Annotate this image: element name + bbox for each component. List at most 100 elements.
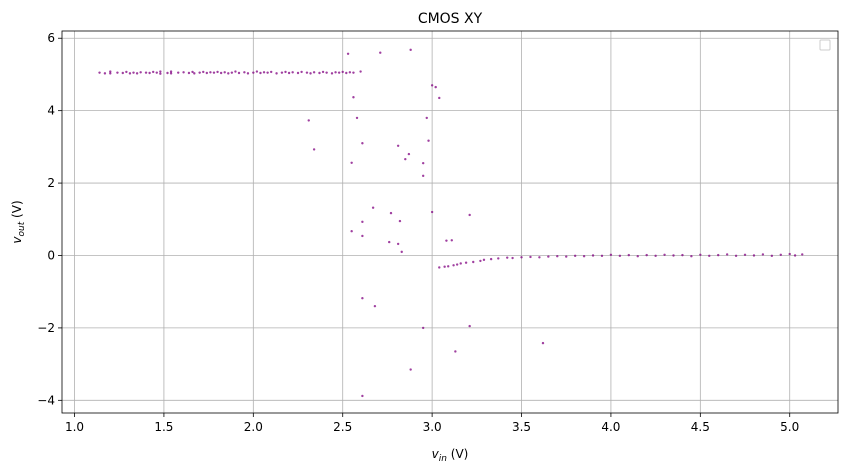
x-tick-label: 1.0: [65, 420, 84, 434]
data-point: [116, 71, 119, 74]
data-point: [219, 71, 223, 75]
y-tick-label: 0: [47, 248, 55, 262]
y-tick-label: 2: [47, 176, 55, 190]
data-point: [636, 255, 639, 258]
data-point: [690, 255, 693, 258]
data-point: [352, 96, 355, 99]
data-point: [230, 71, 234, 74]
x-tick-label: 2.5: [333, 420, 352, 434]
data-point: [352, 71, 355, 74]
data-point: [627, 253, 631, 257]
data-point: [404, 157, 407, 161]
data-point: [246, 72, 250, 75]
data-point: [212, 71, 216, 74]
x-tick-label: 5.0: [780, 420, 799, 434]
data-point: [307, 119, 310, 122]
data-point: [609, 253, 613, 256]
data-point: [663, 253, 666, 256]
x-axis-label: vin (V): [432, 447, 469, 464]
data-point: [445, 239, 448, 242]
data-point: [361, 234, 364, 238]
x-tick-label: 3.5: [512, 420, 531, 434]
data-point: [793, 254, 797, 257]
data-point: [438, 266, 441, 269]
data-point: [159, 72, 162, 75]
data-point: [305, 71, 309, 74]
x-tick-label: 2.0: [244, 420, 263, 434]
data-point: [155, 71, 158, 74]
data-point: [191, 70, 194, 74]
data-point: [284, 70, 287, 74]
y-axis-label-unit: (V): [10, 200, 24, 221]
data-point: [497, 257, 500, 260]
data-point: [350, 230, 353, 233]
data-point: [464, 261, 468, 264]
data-point: [280, 71, 284, 74]
data-point: [159, 70, 162, 73]
data-point: [330, 72, 334, 75]
data-point: [312, 148, 316, 151]
data-point: [409, 48, 412, 52]
data-point: [109, 72, 112, 75]
data-point: [520, 256, 523, 259]
data-point: [529, 255, 532, 259]
data-point: [468, 324, 471, 328]
data-point: [582, 255, 586, 258]
data-point: [237, 71, 241, 75]
data-point: [479, 259, 482, 263]
data-point: [193, 72, 196, 75]
axis-ticks: 1.0 1.5 2.0 2.5 3.0 3.5 4.0 4.5 5.0 −4 −2 0 2 4 6: [37, 31, 799, 434]
legend-box: [819, 39, 831, 51]
data-point: [538, 256, 541, 259]
data-point: [262, 71, 266, 74]
data-point: [139, 71, 142, 74]
data-point: [227, 72, 230, 75]
data-point: [255, 70, 259, 73]
data-point: [312, 71, 316, 74]
data-point: [355, 116, 359, 120]
data-point: [573, 254, 577, 258]
data-point: [198, 71, 201, 74]
data-point: [259, 71, 262, 75]
y-axis-label-sub: out: [17, 221, 27, 236]
data-point: [425, 116, 428, 120]
data-point: [373, 304, 377, 308]
data-point: [275, 72, 278, 75]
data-point: [396, 242, 400, 246]
data-point: [708, 254, 711, 258]
data-point: [725, 253, 729, 256]
data-point: [421, 174, 425, 178]
data-point: [334, 71, 337, 74]
data-point: [350, 161, 353, 164]
data-point: [109, 70, 112, 73]
data-point: [182, 71, 185, 74]
data-point: [443, 265, 446, 268]
data-point: [472, 260, 475, 264]
data-point: [565, 255, 568, 258]
data-points: [98, 48, 804, 398]
data-point: [321, 70, 325, 74]
x-tick-label: 1.5: [154, 420, 173, 434]
grid-lines: [62, 31, 838, 413]
y-axis-label: vout (V): [10, 200, 27, 243]
data-point: [103, 72, 107, 75]
data-point: [128, 72, 132, 75]
data-point: [547, 255, 550, 258]
data-point: [144, 71, 148, 74]
data-point: [770, 254, 774, 258]
data-point: [645, 253, 648, 257]
data-point: [541, 341, 545, 345]
data-point: [291, 71, 294, 74]
data-point: [454, 350, 457, 353]
data-point: [325, 71, 328, 74]
data-point: [388, 240, 391, 244]
data-point: [430, 84, 434, 87]
data-point: [341, 70, 344, 74]
data-point: [396, 144, 400, 147]
data-point: [300, 70, 303, 74]
data-point: [135, 72, 139, 75]
data-point: [361, 220, 364, 224]
chart-title: CMOS XY: [418, 11, 483, 27]
